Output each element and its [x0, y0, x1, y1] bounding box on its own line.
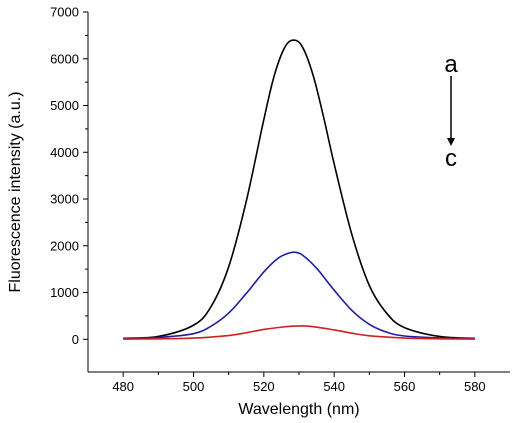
- x-axis-title: Wavelength (nm): [238, 401, 359, 418]
- y-tick-label: 2000: [50, 238, 79, 253]
- y-tick-label: 7000: [50, 5, 79, 20]
- y-tick-label: 6000: [50, 51, 79, 66]
- series-line: [123, 325, 475, 340]
- x-tick-label: 540: [323, 379, 345, 394]
- x-tick-label: 520: [253, 379, 275, 394]
- y-tick-label: 5000: [50, 98, 79, 113]
- annotation-arrow-head: [447, 138, 455, 146]
- y-tick-label: 3000: [50, 192, 79, 207]
- series-line: [123, 39, 475, 340]
- x-tick-label: 480: [112, 379, 134, 394]
- y-axis-title: Fluorescence intensity (a.u.): [7, 92, 24, 293]
- series-line: [123, 251, 475, 340]
- x-ticks: 480 500 520 540 560 580: [112, 372, 486, 394]
- x-tick-label: 500: [183, 379, 205, 394]
- annotation-arrow: a c: [444, 51, 458, 172]
- annotation-label-a: a: [444, 51, 458, 78]
- y-tick-label: 4000: [50, 145, 79, 160]
- y-tick-label: 0: [72, 332, 79, 347]
- x-tick-label: 560: [394, 379, 416, 394]
- x-tick-label: 580: [464, 379, 486, 394]
- y-ticks: 0 1000 2000 3000 4000 5000 6000 7000: [50, 5, 88, 347]
- annotation-label-c: c: [445, 145, 457, 172]
- series-layer: [123, 39, 475, 340]
- y-tick-label: 1000: [50, 285, 79, 300]
